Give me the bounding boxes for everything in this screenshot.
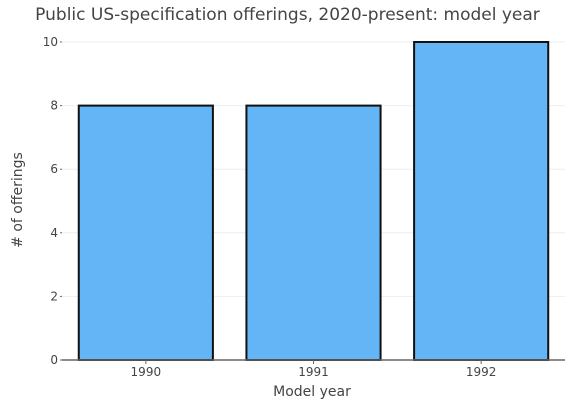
x-tick-label-1991: 1991: [298, 365, 329, 379]
y-tick-label-4: 4: [50, 226, 58, 240]
x-tick-label-1990: 1990: [131, 365, 162, 379]
bar-1990: [77, 104, 214, 361]
y-tick-label-2: 2: [50, 289, 58, 303]
x-tick-label-1992: 1992: [466, 365, 497, 379]
bars: [77, 41, 550, 361]
y-axis-label: # of offerings: [10, 152, 26, 248]
y-tick-label-10: 10: [43, 35, 58, 49]
y-axis-ticks: 0 2 4 6 8 10: [43, 35, 62, 367]
x-axis-ticks: 1990 1991 1992: [131, 360, 497, 379]
x-axis-label: Model year: [273, 384, 351, 400]
y-tick-label-0: 0: [50, 353, 58, 367]
chart-title: Public US-specification offerings, 2020-…: [35, 5, 540, 25]
bar-1992: [413, 41, 550, 361]
y-tick-label-6: 6: [50, 162, 58, 176]
bar-1991: [245, 104, 382, 361]
y-tick-label-8: 8: [50, 99, 58, 113]
